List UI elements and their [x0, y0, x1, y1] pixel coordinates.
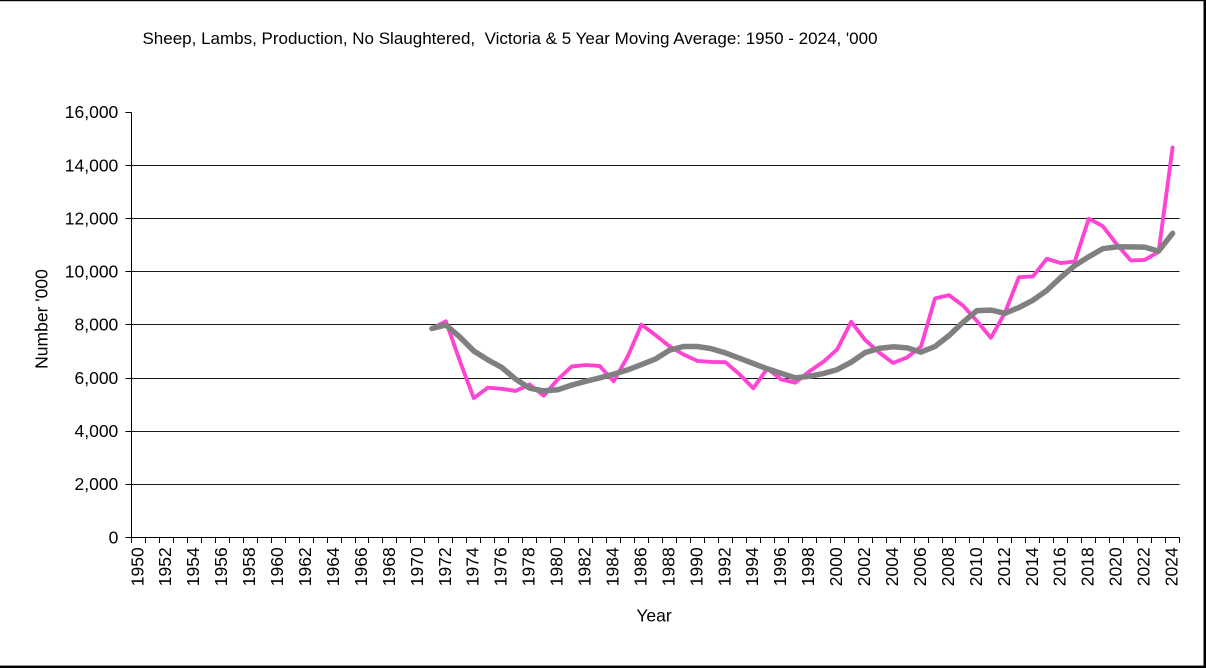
svg-text:8,000: 8,000 — [75, 315, 119, 335]
svg-text:2004: 2004 — [882, 547, 902, 586]
svg-text:1950: 1950 — [127, 547, 147, 586]
svg-text:1986: 1986 — [630, 547, 650, 586]
svg-text:14,000: 14,000 — [65, 155, 119, 175]
svg-text:2010: 2010 — [966, 547, 986, 586]
svg-text:1994: 1994 — [742, 547, 762, 586]
svg-text:4,000: 4,000 — [75, 421, 119, 441]
svg-text:12,000: 12,000 — [65, 208, 119, 228]
svg-text:1968: 1968 — [379, 547, 399, 586]
svg-text:6,000: 6,000 — [75, 368, 119, 388]
svg-text:2020: 2020 — [1106, 547, 1126, 586]
svg-text:2002: 2002 — [854, 547, 874, 586]
svg-text:1988: 1988 — [658, 547, 678, 586]
svg-text:2018: 2018 — [1078, 547, 1098, 586]
svg-text:1984: 1984 — [603, 547, 623, 586]
svg-text:2022: 2022 — [1134, 547, 1154, 586]
svg-text:2008: 2008 — [938, 547, 958, 586]
svg-text:1998: 1998 — [798, 547, 818, 586]
svg-text:2,000: 2,000 — [75, 474, 119, 494]
svg-text:1964: 1964 — [323, 547, 343, 586]
svg-text:2024: 2024 — [1162, 547, 1182, 586]
svg-text:Number '000: Number '000 — [32, 269, 52, 369]
svg-text:1958: 1958 — [239, 547, 259, 586]
svg-text:10,000: 10,000 — [65, 262, 119, 282]
svg-text:1966: 1966 — [351, 547, 371, 586]
svg-text:0: 0 — [109, 527, 119, 547]
svg-text:1956: 1956 — [211, 547, 231, 586]
svg-text:1972: 1972 — [435, 547, 455, 586]
svg-text:1970: 1970 — [407, 547, 427, 586]
svg-text:Sheep, Lambs, Production, No S: Sheep, Lambs, Production, No Slaughtered… — [142, 29, 877, 48]
svg-text:1976: 1976 — [491, 547, 511, 586]
svg-text:1992: 1992 — [714, 547, 734, 586]
svg-text:1974: 1974 — [463, 547, 483, 586]
svg-text:1962: 1962 — [295, 547, 315, 586]
svg-text:1952: 1952 — [155, 547, 175, 586]
svg-text:16,000: 16,000 — [65, 102, 119, 122]
svg-text:1996: 1996 — [770, 547, 790, 586]
svg-text:2016: 2016 — [1050, 547, 1070, 586]
svg-text:1990: 1990 — [686, 547, 706, 586]
svg-text:1960: 1960 — [267, 547, 287, 586]
svg-text:Year: Year — [636, 605, 672, 625]
svg-text:2012: 2012 — [994, 547, 1014, 586]
svg-text:1954: 1954 — [183, 547, 203, 586]
svg-text:2014: 2014 — [1022, 547, 1042, 586]
svg-text:1980: 1980 — [547, 547, 567, 586]
svg-text:1982: 1982 — [575, 547, 595, 586]
svg-text:1978: 1978 — [519, 547, 539, 586]
svg-text:2000: 2000 — [826, 547, 846, 586]
svg-text:2006: 2006 — [910, 547, 930, 586]
